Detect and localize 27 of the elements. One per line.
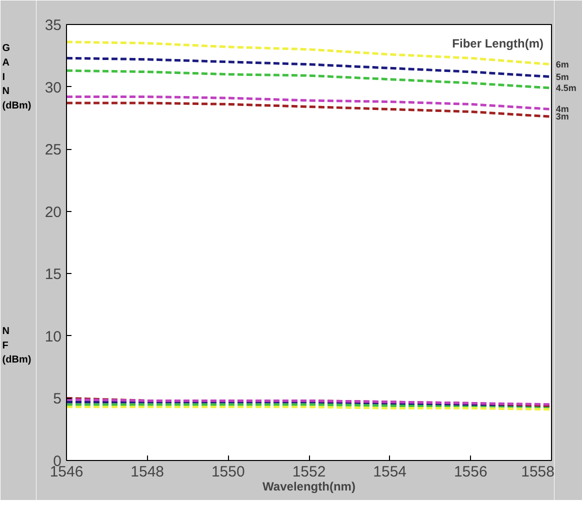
text: NF (dBm) — [2, 326, 32, 366]
x-tick-label: 1548 — [130, 464, 164, 480]
x-axis-title: Wavelength(nm) — [262, 480, 356, 494]
y-tick-label: 25 — [44, 142, 62, 159]
y-tick-label: 10 — [44, 328, 62, 346]
y-tick-label: 35 — [44, 17, 62, 34]
y-axis-title: GAIN (dBm) — [2, 43, 32, 112]
x-tick-label: 1558 — [521, 464, 555, 480]
series-label: 4m — [556, 104, 569, 114]
y-tick-label: 20 — [44, 204, 62, 221]
y-tick-label: 15 — [44, 266, 62, 284]
line-series — [66, 96, 552, 110]
line-series — [66, 40, 552, 66]
series-label: 3m — [556, 112, 569, 122]
series-label: 5m — [556, 72, 569, 82]
series-label: 4.5m — [556, 83, 576, 94]
legend-title: Fiber Length(m) — [452, 36, 544, 50]
x-tick-label: 1556 — [454, 464, 488, 480]
line-series — [66, 56, 552, 78]
x-tick-label: 1550 — [211, 464, 245, 480]
series-label: 6m — [556, 59, 569, 70]
x-tick-label: 1552 — [292, 464, 326, 480]
x-tick-label: 1554 — [373, 464, 407, 480]
line-series — [66, 102, 552, 118]
y-tick-label: 30 — [44, 79, 62, 96]
y-tick-label: 5 — [53, 390, 62, 408]
line-series — [66, 69, 552, 90]
